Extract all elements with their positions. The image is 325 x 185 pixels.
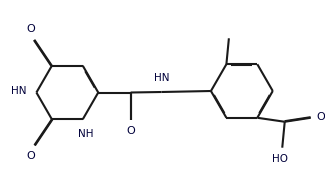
Text: HN: HN [11,86,26,96]
Text: O: O [316,112,325,122]
Text: HN: HN [154,73,170,83]
Text: NH: NH [78,129,93,139]
Text: O: O [126,126,135,136]
Text: HO: HO [272,154,288,164]
Text: O: O [26,24,35,34]
Text: O: O [26,151,35,161]
